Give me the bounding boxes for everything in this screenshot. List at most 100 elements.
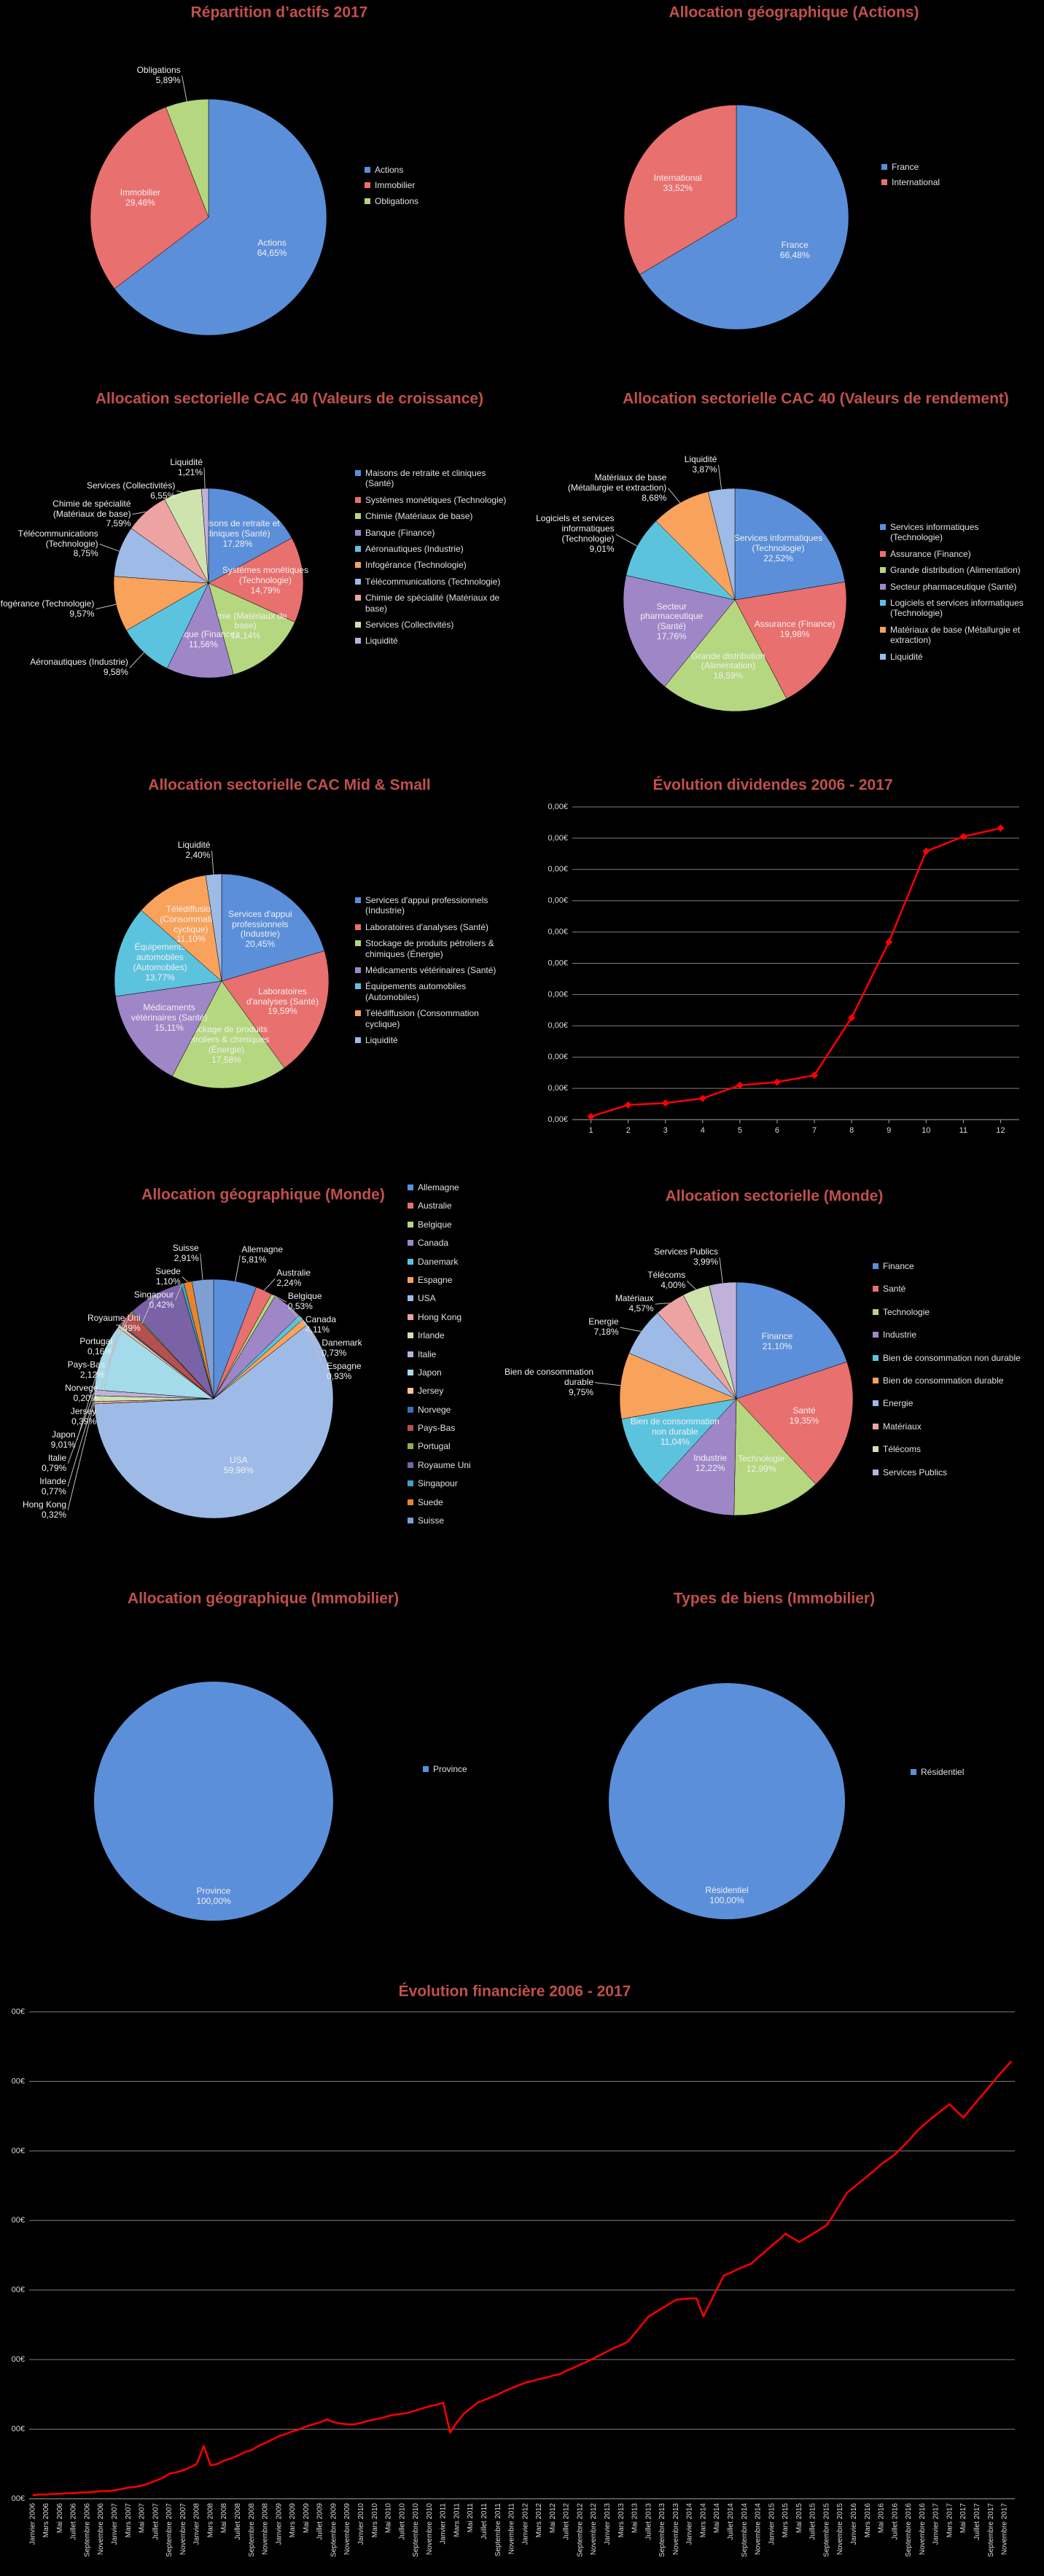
legend-swatch	[408, 1203, 413, 1209]
data-label-value: 1,10%	[155, 1276, 181, 1287]
leader-line	[203, 467, 206, 489]
legend-label: Energie	[883, 1398, 914, 1409]
x-tick-label: Janvier 2008	[193, 2503, 201, 2545]
data-label-box: Laboratoires d'analyses (Santé) 19,59%	[237, 973, 327, 1031]
data-label-box: Télécoms 4,00%	[583, 1252, 685, 1310]
legend: Résidentiel	[911, 1767, 998, 1777]
legend-item: Banque (Finance)	[355, 528, 512, 538]
legend-item: Bien de consommation non durable	[873, 1353, 1040, 1363]
chart-title: Évolution dividendes 2006 - 2017	[652, 777, 892, 794]
data-label-value: 0,20%	[73, 1392, 98, 1403]
data-label-box: Assurance (Finance) 19,98%	[749, 601, 840, 659]
legend-swatch	[365, 167, 370, 173]
legend-swatch	[873, 1377, 879, 1383]
x-tick-label: Juillet 2017	[973, 2503, 981, 2540]
data-label-box: Singapour 0,42%	[72, 1271, 174, 1330]
leader-line	[67, 1398, 95, 1487]
data-label-category: International	[653, 173, 702, 184]
data-label-category: Chimie (Matériaux de base)	[203, 610, 287, 631]
legend-label: Télécommunications (Technologie)	[365, 576, 501, 587]
marker	[885, 938, 893, 946]
x-tick-label: Septembre 2014	[741, 2503, 749, 2557]
data-label-category: Danemark	[322, 1338, 362, 1349]
legend-label: Assurance (Finance)	[890, 548, 971, 559]
legend-label: Danemark	[418, 1256, 459, 1267]
leader-line	[655, 1303, 670, 1305]
legend-swatch	[355, 897, 361, 903]
data-label-value: 7,49%	[115, 1322, 141, 1333]
x-tick-label: Mars 2009	[289, 2503, 297, 2538]
data-label: Systèmes monétiques (Technologie)14,79%	[222, 566, 308, 596]
chart-title: Allocation sectorielle CAC 40 (Valeurs d…	[623, 391, 1009, 407]
data-label-value: 12,99%	[746, 1463, 776, 1474]
x-tick-label: Mai 2006	[56, 2503, 64, 2534]
data-label-box: Bien de consommation durable 9,75%	[491, 1354, 593, 1412]
legend-label: Bien de consommation durable	[883, 1375, 1004, 1386]
data-label-value: 17,58%	[211, 1054, 241, 1065]
legend-label: Banque (Finance)	[365, 527, 435, 538]
legend: Actions Immobilier Obligations	[365, 165, 510, 206]
legend-item: Energie	[873, 1398, 1040, 1408]
data-label-category: Immobilier	[120, 187, 161, 198]
legend-label: Services informatiques (Technologie)	[890, 522, 979, 543]
legend-label: Liquidité	[890, 651, 923, 662]
data-label-category: Services Publics	[653, 1246, 718, 1257]
data-label-box: Province 100,00%	[168, 1867, 259, 1926]
legend-label: Liquidité	[365, 636, 398, 647]
data-label: Chimie de spécialité (Matériaux de base)…	[52, 499, 130, 528]
pie-slice	[208, 582, 295, 675]
data-label-category: Liquidité	[684, 453, 717, 464]
legend-swatch	[408, 1369, 413, 1375]
data-label-box: Portugal 0,16%	[10, 1318, 112, 1376]
x-tick-label: Septembre 2015	[822, 2503, 830, 2557]
x-tick-label: Novembre 2011	[508, 2503, 516, 2555]
data-label-box: USA 59,98%	[193, 1437, 284, 1495]
data-label-box: International 33,52%	[633, 155, 723, 213]
data-label-category: Bien de consommation non durable	[630, 1416, 720, 1437]
data-label-value: 11,56%	[188, 639, 218, 649]
data-label-category: Hong Kong	[22, 1499, 67, 1510]
legend-item: International	[881, 177, 1013, 187]
x-tick-label: Septembre 2017	[987, 2503, 995, 2557]
legend-item: Résidentiel	[911, 1767, 998, 1777]
pie-slice	[93, 1324, 334, 1519]
legend-swatch	[881, 164, 887, 170]
legend-item: Immobilier	[365, 180, 510, 190]
legend-swatch	[355, 545, 361, 552]
legend-label: Singapour	[418, 1478, 458, 1489]
legend: Services informatiques (Technologie) Assu…	[880, 522, 1024, 662]
leader-line	[595, 1382, 621, 1386]
legend-label: Aéronautiques (Industrie)	[365, 543, 464, 554]
legend-label: Province	[433, 1764, 467, 1774]
data-label-box: Télécommunications (Technologie) 8,75%	[0, 515, 98, 574]
leader-line	[200, 1253, 203, 1280]
pie-slice	[626, 520, 736, 601]
data-label-category: Équipements automobiles (Automobiles)	[133, 942, 187, 972]
legend-label: Grande distribution (Alimentation)	[890, 565, 1021, 576]
legend: Province	[423, 1764, 467, 1774]
y-tick-label: 00€	[12, 2077, 25, 2085]
legend-swatch	[355, 562, 361, 569]
data-label-category: Services (Collectivités)	[86, 480, 176, 491]
legend-swatch	[408, 1425, 413, 1432]
leader-line	[106, 1317, 126, 1370]
data-label-category: Norvege	[65, 1382, 98, 1393]
x-tick-label: 6	[775, 1126, 779, 1135]
legend-box: Maisons de retraite et cliniques (Santé)…	[355, 468, 512, 647]
data-label-category: Suede	[155, 1265, 181, 1276]
marker	[698, 1094, 706, 1102]
data-label-category: Matériaux	[615, 1293, 654, 1304]
data-label-value: 0,73%	[322, 1348, 347, 1359]
legend-item: Singapour	[408, 1478, 524, 1488]
legend-label: Irlande	[418, 1330, 445, 1341]
legend-label: Actions	[375, 165, 404, 175]
marker	[736, 1081, 744, 1089]
